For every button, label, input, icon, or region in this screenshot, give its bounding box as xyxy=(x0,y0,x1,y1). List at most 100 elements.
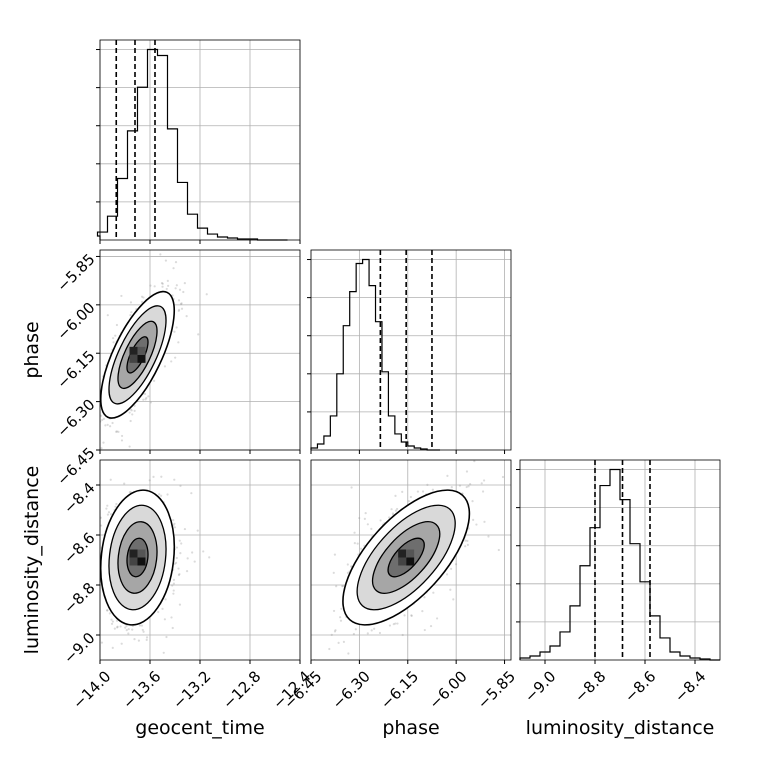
scatter-point xyxy=(166,493,169,496)
scatter-point xyxy=(175,546,179,549)
scatter-point xyxy=(364,512,367,515)
y-tick-label: −8.6 xyxy=(60,529,98,567)
scatter-point xyxy=(106,513,110,516)
scatter-point xyxy=(333,630,337,633)
x-tick-label: −13.6 xyxy=(119,667,164,712)
scatter-point xyxy=(87,611,89,613)
scatter-point xyxy=(174,261,178,264)
scatter-point xyxy=(97,418,99,420)
scatter-point xyxy=(175,561,178,564)
scatter-point xyxy=(163,365,167,368)
scatter-point xyxy=(497,548,500,552)
scatter-point xyxy=(185,315,188,318)
scatter-point xyxy=(119,625,122,628)
scatter-point xyxy=(142,296,145,299)
scatter-point xyxy=(494,452,496,454)
scatter-point xyxy=(429,624,433,628)
y-tick-label: −6.30 xyxy=(53,395,98,440)
scatter-point xyxy=(378,631,382,635)
scatter-point xyxy=(172,519,175,522)
scatter-point xyxy=(350,565,353,568)
scatter-point xyxy=(120,642,123,645)
x-tick-label: −12.8 xyxy=(219,667,264,712)
scatter-point xyxy=(517,487,519,489)
scatter-point xyxy=(284,673,286,675)
y-tick-label: −8.8 xyxy=(60,579,98,617)
scatter-point xyxy=(157,610,160,614)
scatter-point xyxy=(93,370,95,372)
scatter-point xyxy=(208,556,211,559)
scatter-point xyxy=(190,492,193,495)
scatter-point xyxy=(131,628,134,631)
scatter-point xyxy=(104,424,107,427)
scatter-point xyxy=(111,646,114,649)
density-peak xyxy=(398,549,407,558)
scatter-point xyxy=(95,604,97,606)
scatter-point xyxy=(178,288,182,291)
scatter-point xyxy=(339,616,342,619)
scatter-point xyxy=(471,500,474,503)
panel-frame xyxy=(99,459,301,661)
scatter-point xyxy=(111,620,115,623)
scatter-point xyxy=(83,567,85,569)
scatter-point xyxy=(112,341,115,344)
scatter-point xyxy=(96,388,98,390)
scatter-point xyxy=(366,632,369,635)
x-tick-label: −5.85 xyxy=(474,667,519,712)
scatter-point xyxy=(391,512,395,515)
scatter-point xyxy=(114,505,117,508)
hist-panel-geocent_time xyxy=(96,39,301,244)
scatter-point xyxy=(332,571,335,574)
scatter-point xyxy=(153,379,156,382)
scatter-point xyxy=(431,488,434,491)
scatter-point xyxy=(120,434,124,438)
scatter-point xyxy=(334,629,337,632)
scatter-point xyxy=(117,430,120,433)
scatter-point xyxy=(356,542,359,545)
density-peak xyxy=(129,557,138,566)
scatter-point xyxy=(197,333,200,336)
scatter-point xyxy=(102,441,105,444)
scatter-point xyxy=(465,470,469,473)
scatter-point xyxy=(450,486,453,489)
scatter-point xyxy=(491,429,493,431)
scatter-point xyxy=(354,628,357,631)
scatter-point xyxy=(516,499,518,501)
scatter-point xyxy=(453,444,455,446)
scatter-point xyxy=(69,629,71,631)
scatter-point xyxy=(353,531,356,534)
y-axis-label: luminosity_distance xyxy=(21,466,43,655)
scatter-point xyxy=(333,553,337,556)
scatter-point xyxy=(100,414,103,417)
scatter-point xyxy=(340,607,343,610)
scatter-point xyxy=(464,539,467,542)
scatter-point xyxy=(337,641,340,644)
scatter-point xyxy=(341,585,344,588)
scatter-point xyxy=(94,554,96,556)
scatter-point xyxy=(177,341,180,344)
scatter-point xyxy=(342,640,346,643)
scatter-point xyxy=(91,420,93,422)
scatter-point xyxy=(138,624,142,627)
scatter-point xyxy=(170,616,173,619)
scatter-point xyxy=(172,582,175,585)
scatter-point xyxy=(177,573,181,577)
scatter-point xyxy=(339,619,343,622)
scatter-point xyxy=(458,484,462,487)
y-tick-label: −6.15 xyxy=(53,347,98,392)
scatter-point xyxy=(359,547,363,550)
scatter-point xyxy=(388,624,392,627)
scatter-point xyxy=(125,624,128,628)
x-tick-label: −8.8 xyxy=(571,667,609,705)
scatter-point xyxy=(141,628,144,632)
scatter-point xyxy=(335,585,338,588)
scatter-point xyxy=(465,485,468,489)
scatter-point xyxy=(170,360,173,363)
scatter-point xyxy=(100,457,102,459)
scatter-point xyxy=(469,483,472,486)
scatter-point xyxy=(127,627,130,631)
scatter-point xyxy=(171,626,174,630)
scatter-point xyxy=(501,475,505,479)
scatter-point xyxy=(100,524,103,527)
scatter-point xyxy=(407,500,410,503)
